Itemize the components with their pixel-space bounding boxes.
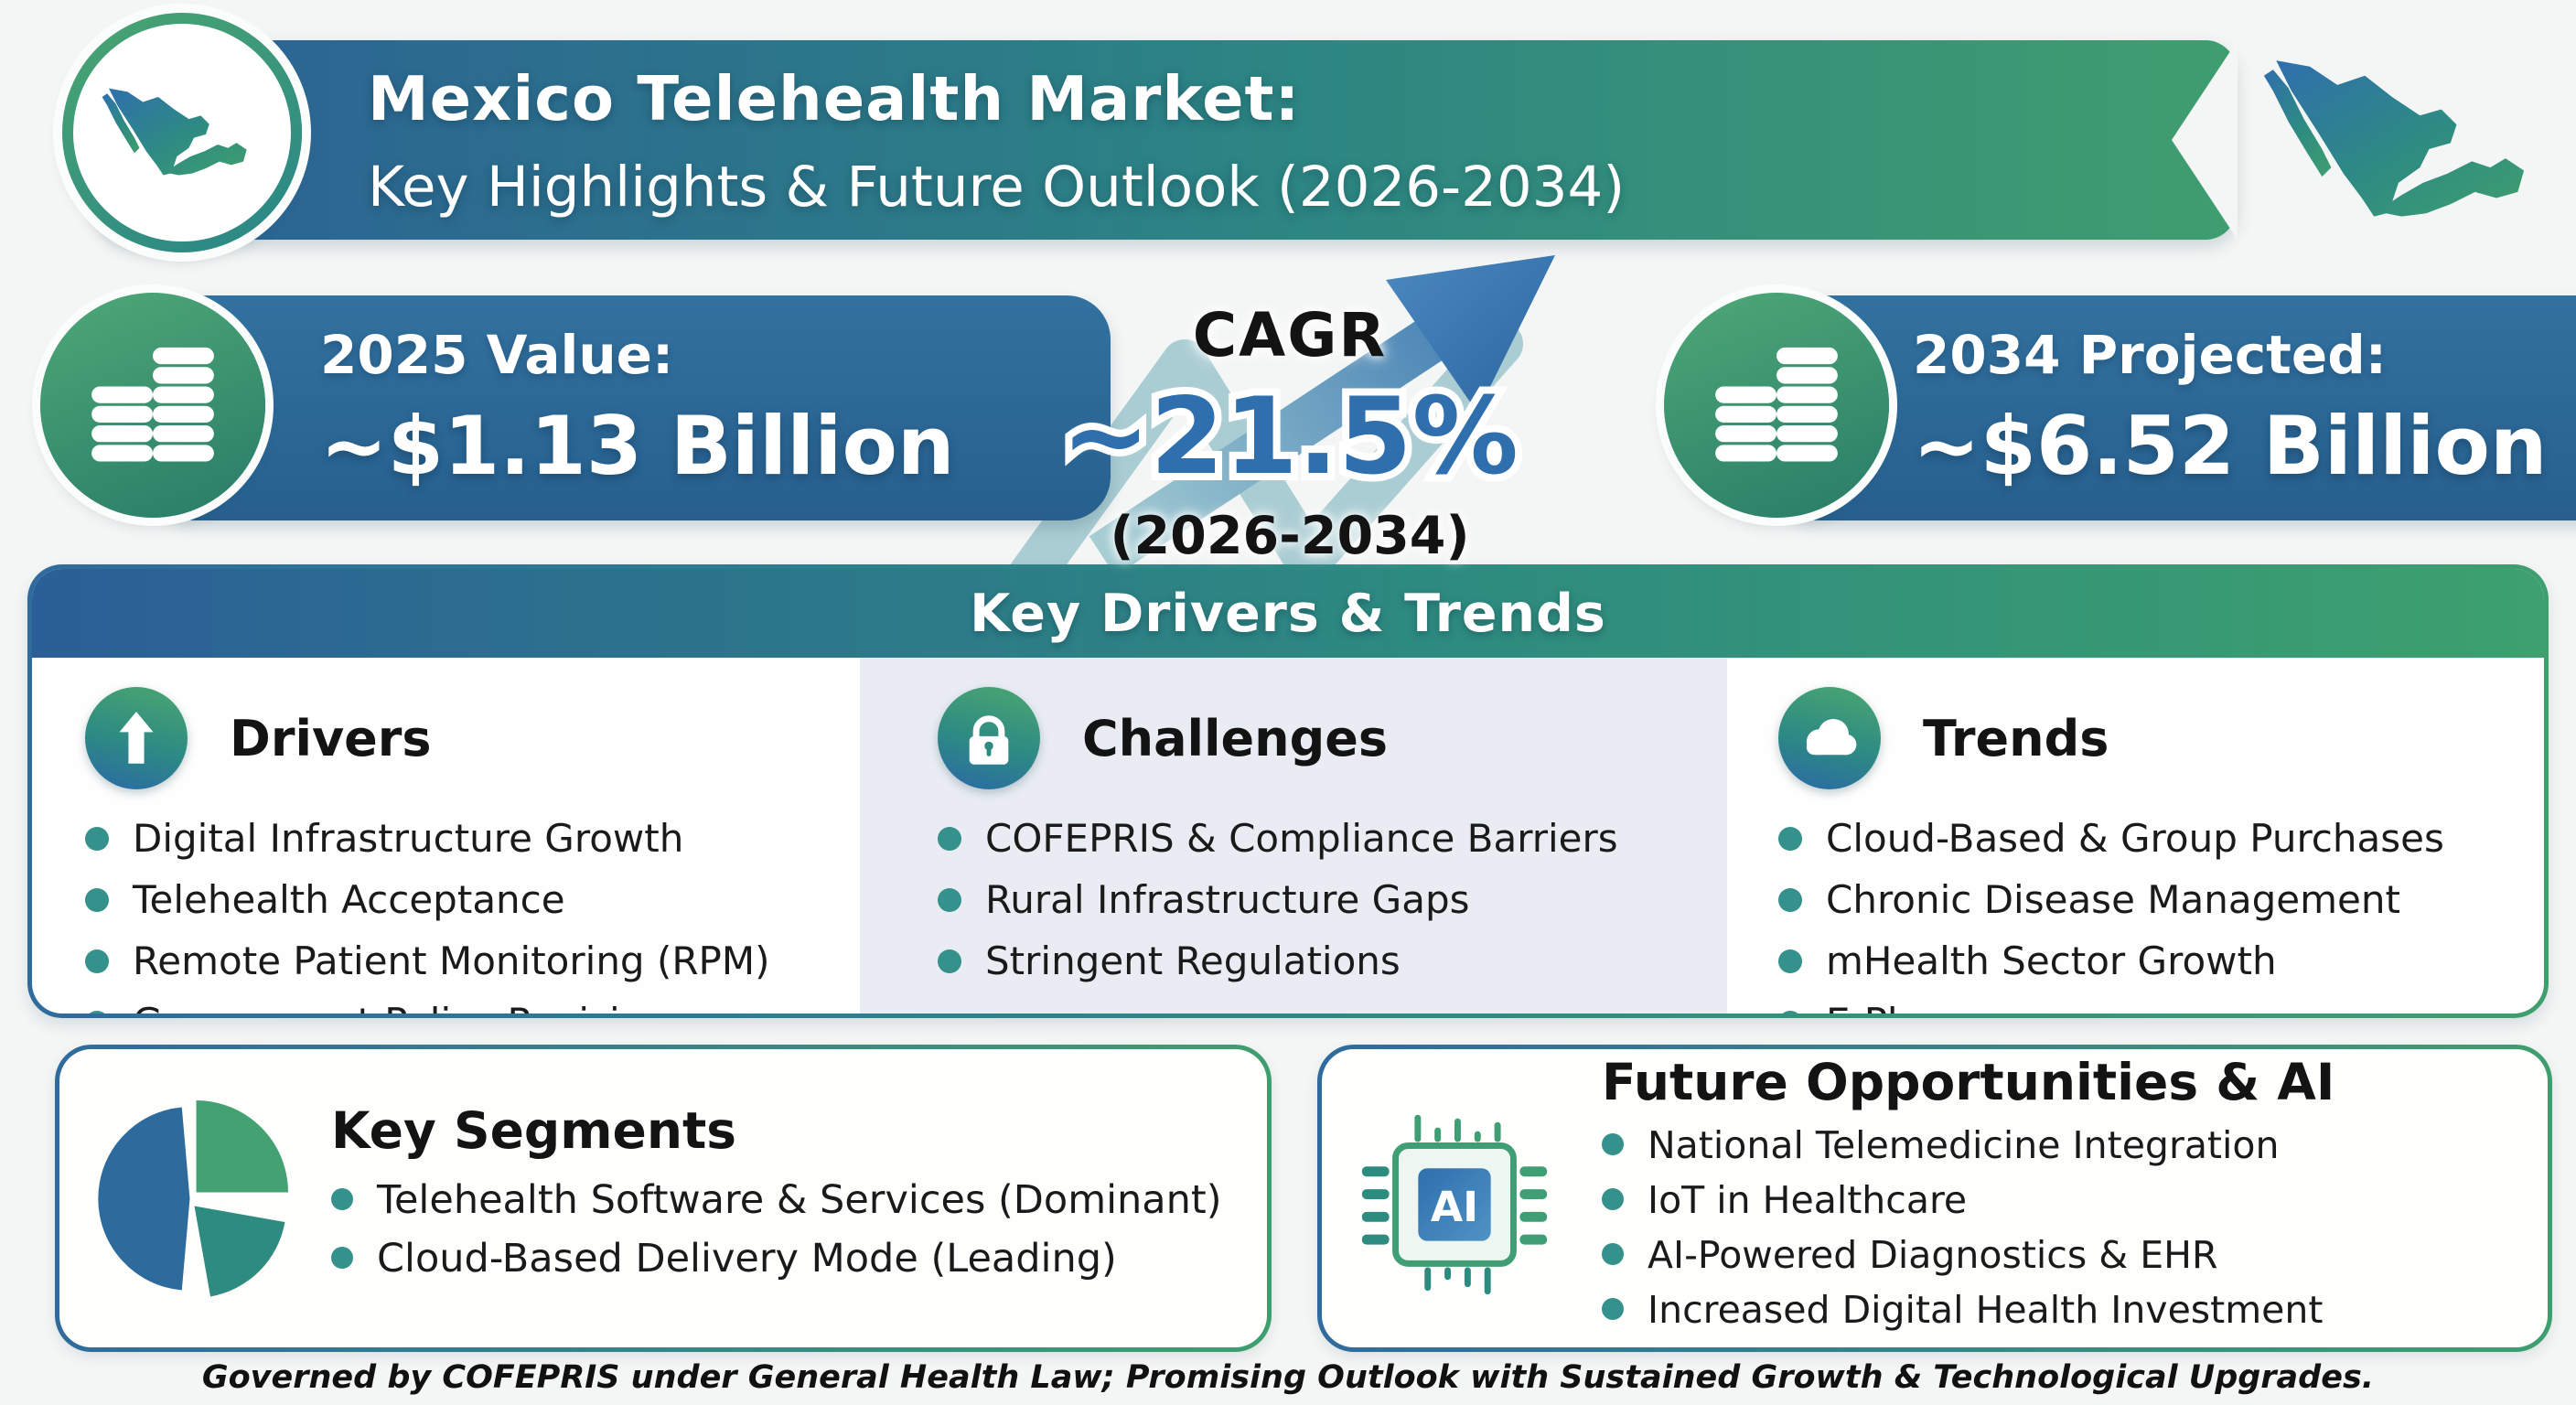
future-opportunities-title: Future Opportunities & AI: [1602, 1053, 2335, 1111]
drivers-column: Drivers Digital Infrastructure Growth Te…: [32, 658, 860, 1014]
list-item: mHealth Sector Growth: [1778, 939, 2517, 983]
ai-chip-icon: AI: [1361, 1114, 1548, 1295]
bullet-dot: [1778, 1011, 1802, 1014]
key-segments-title: Key Segments: [331, 1101, 737, 1160]
list-item: Digital Infrastructure Growth: [85, 817, 832, 861]
drivers-title: Drivers: [230, 709, 432, 767]
header-ribbon: [99, 40, 2238, 240]
bullet-dot: [1602, 1133, 1624, 1155]
coins-badge-left: [40, 293, 265, 518]
coins-icon: [1715, 347, 1838, 462]
arrow-up-icon: [119, 711, 154, 764]
bullet-dot: [85, 1011, 109, 1014]
coins-icon: [91, 347, 214, 462]
ribbon-notch: [2172, 40, 2238, 240]
list-item: Telehealth Acceptance: [85, 878, 832, 922]
list-item: Remote Patient Monitoring (RPM): [85, 939, 832, 983]
list-item: Rural Infrastructure Gaps: [938, 878, 1700, 922]
trends-column: Trends Cloud-Based & Group Purchases Chr…: [1727, 658, 2544, 1014]
drivers-badge: [85, 687, 188, 789]
challenges-badge: [938, 687, 1040, 789]
bullet-dot: [1602, 1243, 1624, 1265]
stat-2034-value: ~$6.52 Billion: [1913, 398, 2548, 493]
coins-badge-right: [1664, 293, 1889, 518]
list-item: IoT in Healthcare: [1602, 1179, 2334, 1222]
list-item: Chronic Disease Management: [1778, 878, 2517, 922]
bullet-dot: [85, 949, 109, 973]
list-item: Government Policy Revisions: [85, 1001, 832, 1014]
section-banner: Key Drivers & Trends: [32, 569, 2544, 658]
ai-chip-label: AI: [1431, 1183, 1478, 1231]
cloud-icon: [1806, 719, 1857, 756]
bullet-dot: [1602, 1188, 1624, 1210]
key-segments-box: Key Segments Telehealth Software & Servi…: [55, 1045, 1272, 1352]
list-item: Cloud-Based & Group Purchases: [1778, 817, 2517, 861]
cagr-period: (2026-2034): [1110, 506, 1470, 566]
bullet-dot: [1602, 1298, 1624, 1320]
bullet-dot: [938, 888, 961, 912]
list-item: National Telemedicine Integration: [1602, 1124, 2334, 1167]
stat-2025-value: ~$1.13 Billion: [320, 398, 955, 493]
title-line2: Key Highlights & Future Outlook (2026-20…: [368, 155, 1626, 220]
list-item: Increased Digital Health Investment: [1602, 1289, 2334, 1332]
stat-2034-box: 2034 Projected: ~$6.52 Billion: [1776, 295, 2576, 520]
mexico-map-badge: [62, 13, 302, 252]
bullet-dot: [1778, 827, 1802, 851]
footer-note: Governed by COFEPRIS under General Healt…: [201, 1359, 2375, 1396]
bullet-dot: [938, 827, 961, 851]
bullet-dot: [1778, 888, 1802, 912]
key-drivers-trends-section: Key Drivers & Trends Drivers Digital Inf…: [27, 564, 2549, 1018]
stat-2034-label: 2034 Projected:: [1913, 323, 2387, 386]
mexico-map-silhouette: [2263, 60, 2525, 217]
list-item: Telehealth Software & Services (Dominant…: [331, 1178, 1222, 1222]
pie-chart-icon: [98, 1099, 288, 1296]
bullet-dot: [331, 1188, 353, 1210]
stat-2025-box: 2025 Value: ~$1.13 Billion: [152, 295, 1111, 520]
trends-badge: [1778, 687, 1881, 789]
trends-title: Trends: [1923, 709, 2109, 767]
mexico-map-icon: [102, 88, 247, 176]
challenges-title: Challenges: [1082, 709, 1389, 767]
bullet-dot: [938, 949, 961, 973]
list-item: AI-Powered Diagnostics & EHR: [1602, 1234, 2334, 1277]
list-item: COFEPRIS & Compliance Barriers: [938, 817, 1700, 861]
challenges-column: Challenges COFEPRIS & Compliance Barrier…: [860, 658, 1727, 1014]
bullet-dot: [1778, 949, 1802, 973]
title-line1: Mexico Telehealth Market:: [368, 63, 1301, 134]
stat-2025-label: 2025 Value:: [320, 323, 674, 386]
future-opportunities-box: AI Future Opportunities & AI National Te…: [1317, 1045, 2552, 1352]
list-item: E-Pharmacy: [1778, 1001, 2517, 1014]
list-item: Cloud-Based Delivery Mode (Leading): [331, 1237, 1222, 1281]
list-item: Stringent Regulations: [938, 939, 1700, 983]
cagr-value: ~21.5% ~21.5%: [1054, 370, 1526, 504]
cagr-label: CAGR: [1192, 300, 1388, 370]
bullet-dot: [85, 827, 109, 851]
bullet-dot: [85, 888, 109, 912]
bullet-dot: [331, 1247, 353, 1269]
cagr-block: CAGR ~21.5% ~21.5% (2026-2034): [1034, 300, 1546, 566]
page-title: Mexico Telehealth Market: Key Highlights…: [368, 53, 1625, 231]
lock-icon: [969, 715, 1009, 765]
